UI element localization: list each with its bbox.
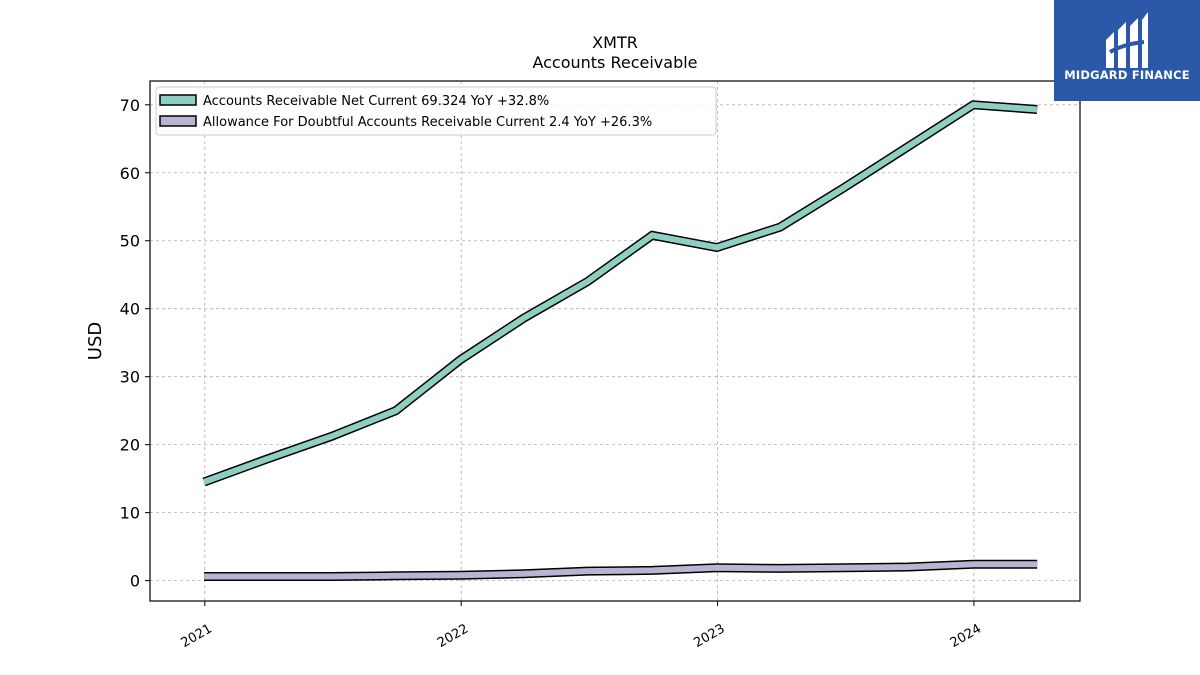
x-tick-label: 2022 [435, 621, 471, 651]
legend-swatch-1 [159, 115, 197, 127]
y-tick-label: 40 [120, 300, 140, 319]
y-tick-label: 0 [130, 572, 140, 591]
x-tick-label: 2023 [691, 621, 727, 651]
plot-frame [149, 80, 1081, 602]
x-tick-label: 2021 [179, 621, 215, 651]
brand-logo: MIDGARD FINANCE [1054, 0, 1200, 101]
y-tick-label: 50 [120, 232, 140, 251]
y-tick-label: 20 [120, 436, 140, 455]
y-tick-label: 70 [120, 96, 140, 115]
midgard-logo-icon [1106, 12, 1148, 68]
brand-name: MIDGARD FINANCE [1064, 68, 1190, 82]
legend-swatch-0 [159, 94, 197, 106]
x-tick-label: 2024 [948, 621, 984, 651]
series-0-line [203, 101, 1038, 485]
legend: Accounts Receivable Net Current 69.324 Y… [155, 86, 717, 136]
y-axis-label: USD [85, 322, 106, 360]
grid [150, 81, 1080, 601]
y-tick-label: 60 [120, 164, 140, 183]
legend-label-1: Allowance For Doubtful Accounts Receivab… [203, 115, 652, 130]
series-1-line [204, 561, 1038, 580]
axis-ticks: 0 10 20 30 40 50 60 70 2021 2022 2023 2024 [120, 96, 984, 651]
y-tick-label: 30 [120, 368, 140, 387]
series-0-outline [202, 100, 1038, 487]
legend-label-0: Accounts Receivable Net Current 69.324 Y… [203, 94, 549, 109]
series-lines [202, 100, 1038, 581]
y-tick-label: 10 [120, 504, 140, 523]
legend-box [155, 86, 717, 136]
chart-subtitle: Accounts Receivable [532, 53, 697, 72]
chart-title: XMTR [592, 33, 638, 52]
